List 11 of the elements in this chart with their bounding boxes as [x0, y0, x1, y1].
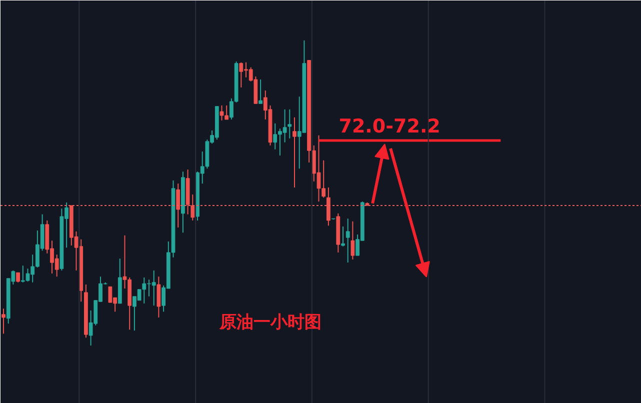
- candlestick: [341, 226, 345, 247]
- text: 原油一小时图: [218, 312, 322, 333]
- candlestick: [156, 276, 161, 318]
- candlestick: [16, 272, 20, 283]
- candlestick: [346, 218, 350, 264]
- annotation: 72.0-72.2: [338, 116, 440, 138]
- candlestick: [2, 308, 6, 334]
- candlestick: [350, 220, 355, 260]
- candlestick: [258, 79, 262, 104]
- candlestick: [288, 108, 292, 139]
- candlestick: [292, 116, 296, 188]
